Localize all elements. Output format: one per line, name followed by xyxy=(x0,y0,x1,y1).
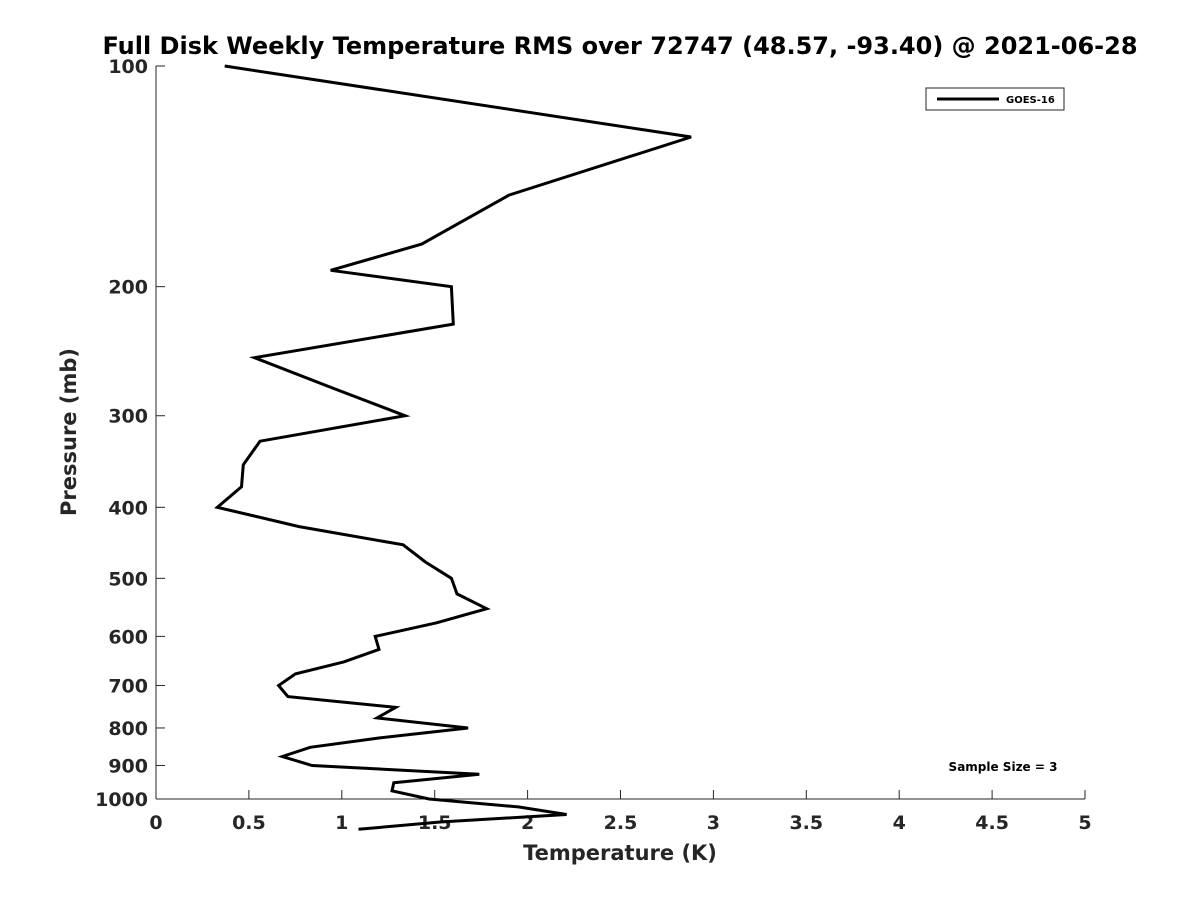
y-tick-label: 800 xyxy=(108,718,148,740)
y-tick-label: 1000 xyxy=(95,789,148,811)
x-tick-label: 4 xyxy=(893,812,906,834)
x-tick-label: 3 xyxy=(707,812,720,834)
sample-size-annotation: Sample Size = 3 xyxy=(949,760,1058,774)
y-tick-label: 300 xyxy=(108,406,148,428)
legend: GOES-16 xyxy=(925,87,1065,111)
x-axis-label: Temperature (K) xyxy=(523,841,717,865)
x-tick-label: 5 xyxy=(1078,812,1091,834)
x-tick-label: 4.5 xyxy=(975,812,1009,834)
y-tick-label: 200 xyxy=(108,277,148,299)
y-axis-ticks: 100 200 300 400 500 600 700 800 900 1000 xyxy=(95,56,165,811)
y-tick-label: 600 xyxy=(108,626,148,648)
x-tick-label: 1 xyxy=(335,812,348,834)
y-tick-label: 100 xyxy=(108,56,148,78)
y-axis-label: Pressure (mb) xyxy=(57,348,81,516)
series-line-0 xyxy=(214,64,692,831)
x-tick-label: 0.5 xyxy=(232,812,266,834)
y-tick-label: 700 xyxy=(108,675,148,697)
y-tick-label: 500 xyxy=(108,568,148,590)
series-layer xyxy=(214,64,692,831)
x-tick-label: 3.5 xyxy=(789,812,823,834)
y-tick-label: 400 xyxy=(108,497,148,519)
x-axis-ticks: 0 0.5 1 1.5 2 2.5 3 3.5 4 4.5 5 xyxy=(149,790,1092,834)
y-tick-label: 900 xyxy=(108,755,148,777)
legend-label: GOES-16 xyxy=(1006,95,1055,106)
chart-title: Full Disk Weekly Temperature RMS over 72… xyxy=(102,32,1137,60)
x-tick-label: 0 xyxy=(149,812,162,834)
x-tick-label: 2.5 xyxy=(604,812,638,834)
